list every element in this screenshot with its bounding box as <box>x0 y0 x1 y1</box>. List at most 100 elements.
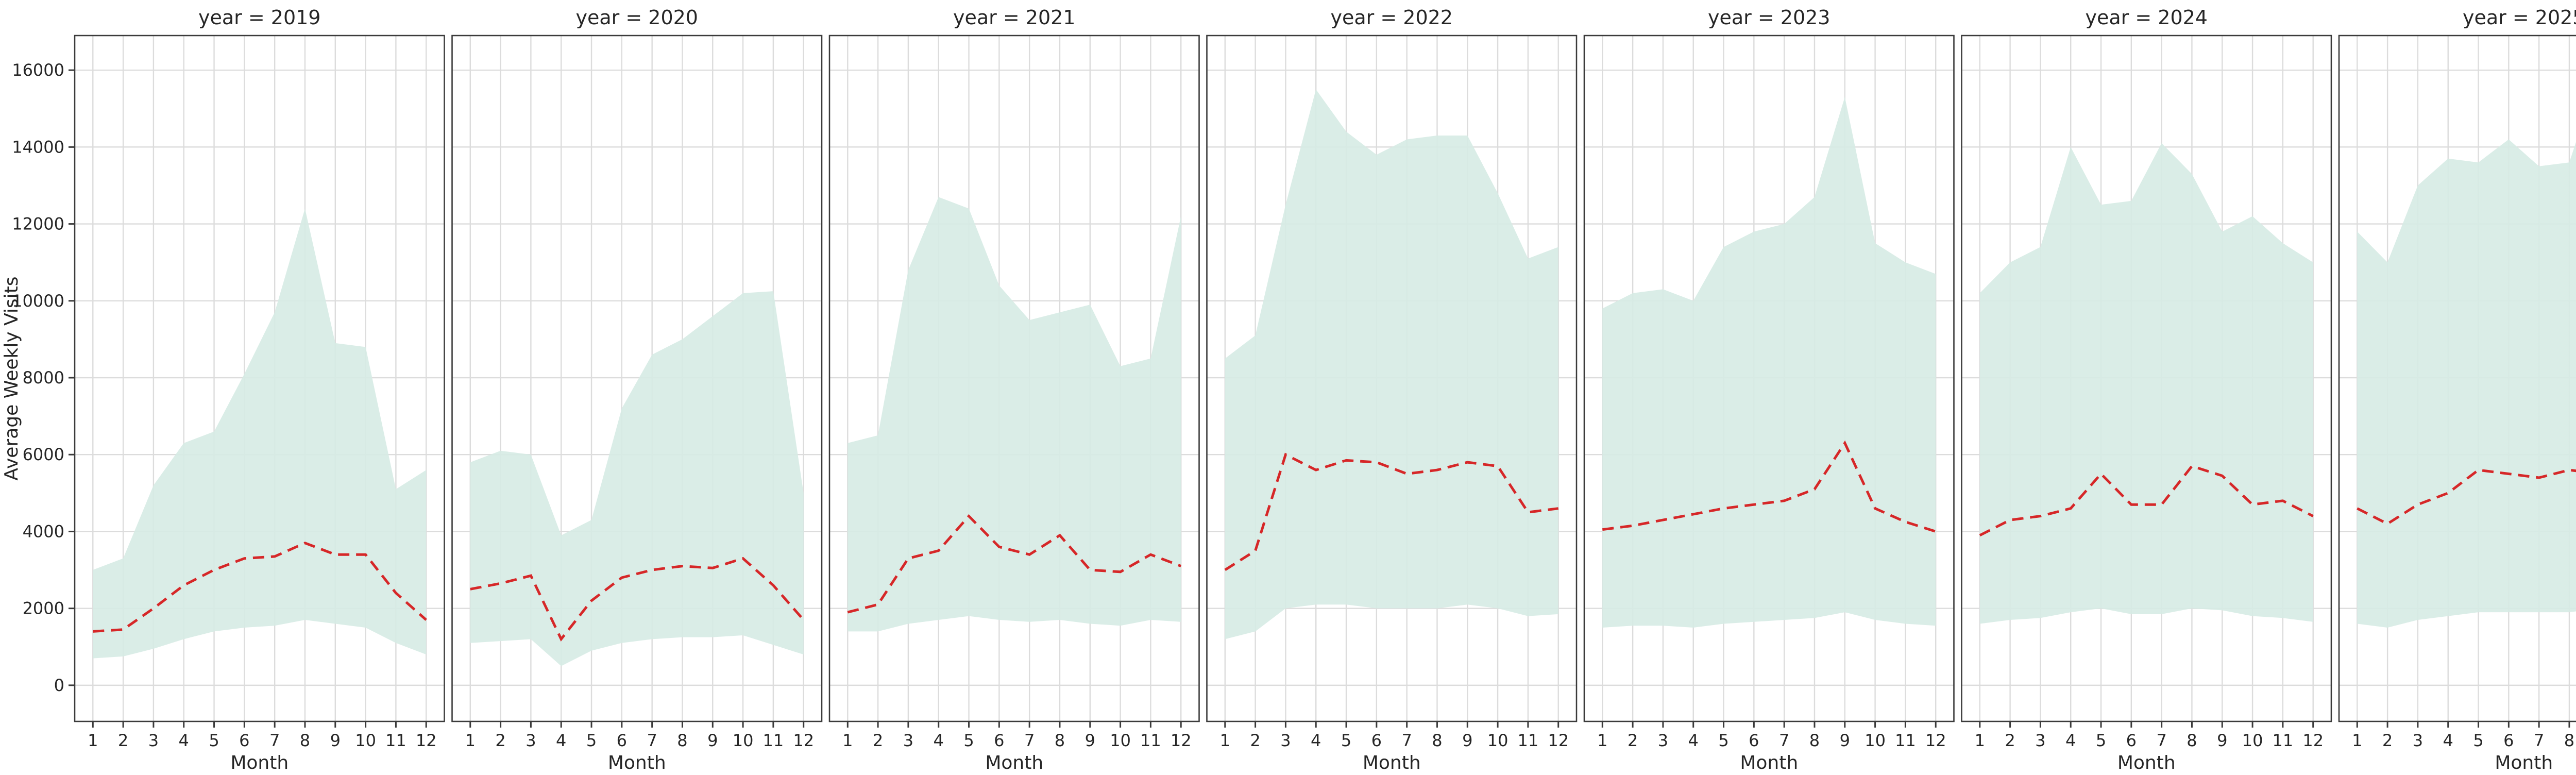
y-tick-label: 10000 <box>12 291 64 311</box>
x-axis-label: Month <box>2117 752 2176 773</box>
x-tick-label: 2 <box>2382 731 2393 750</box>
x-tick-label: 5 <box>1718 731 1728 750</box>
y-tick-label: 6000 <box>23 445 64 464</box>
x-tick-label: 1 <box>1975 731 1985 750</box>
x-tick-label: 2 <box>1628 731 1638 750</box>
x-axis-label: Month <box>608 752 666 773</box>
facet-title: year = 2019 <box>198 6 320 29</box>
facet-2025: year = 2025123456789101112Month <box>2338 6 2576 773</box>
y-tick-label: 12000 <box>12 214 64 234</box>
percentile-band <box>1602 97 1936 628</box>
x-tick-label: 3 <box>148 731 159 750</box>
x-tick-label: 8 <box>2564 731 2574 750</box>
x-tick-label: 1 <box>88 731 98 750</box>
x-tick-label: 10 <box>1110 731 1131 750</box>
panel-border <box>2338 35 2576 722</box>
x-axis-label: Month <box>1363 752 1421 773</box>
x-tick-label: 3 <box>1280 731 1291 750</box>
x-tick-label: 3 <box>2413 731 2423 750</box>
x-tick-label: 10 <box>355 731 376 750</box>
x-tick-label: 11 <box>1518 731 1539 750</box>
x-tick-label: 1 <box>2352 731 2362 750</box>
x-tick-label: 7 <box>1779 731 1789 750</box>
facet-title: year = 2022 <box>1331 6 1453 29</box>
x-tick-label: 3 <box>2035 731 2045 750</box>
x-tick-label: 9 <box>1462 731 1472 750</box>
x-tick-label: 2 <box>873 731 883 750</box>
x-tick-label: 11 <box>763 731 784 750</box>
x-tick-label: 7 <box>1401 731 1412 750</box>
x-tick-label: 8 <box>1055 731 1065 750</box>
x-tick-label: 1 <box>465 731 476 750</box>
x-tick-label: 4 <box>934 731 944 750</box>
x-tick-label: 5 <box>586 731 597 750</box>
facet-title: year = 2020 <box>576 6 698 29</box>
x-tick-label: 4 <box>179 731 189 750</box>
x-tick-label: 11 <box>1895 731 1916 750</box>
x-tick-label: 10 <box>2242 731 2263 750</box>
x-tick-label: 1 <box>1220 731 1230 750</box>
x-tick-label: 7 <box>647 731 657 750</box>
x-tick-label: 10 <box>1487 731 1509 750</box>
x-tick-label: 8 <box>1432 731 1442 750</box>
y-tick-label: 14000 <box>12 137 64 157</box>
percentile-band <box>93 208 427 659</box>
x-tick-label: 7 <box>1024 731 1035 750</box>
x-tick-label: 9 <box>1840 731 1850 750</box>
x-tick-label: 12 <box>793 731 814 750</box>
x-tick-label: 11 <box>1140 731 1161 750</box>
x-tick-label: 8 <box>1809 731 1820 750</box>
x-tick-label: 11 <box>385 731 406 750</box>
x-tick-label: 12 <box>1171 731 1192 750</box>
median-line <box>1602 440 1936 533</box>
facet-title: year = 2021 <box>953 6 1075 29</box>
x-tick-label: 8 <box>2187 731 2197 750</box>
x-tick-label: 9 <box>2217 731 2227 750</box>
median-line <box>847 514 1182 614</box>
x-tick-label: 1 <box>842 731 853 750</box>
x-tick-label: 4 <box>556 731 566 750</box>
percentile-band <box>470 291 804 666</box>
median-line <box>2357 468 2576 526</box>
median-line <box>1224 452 1559 571</box>
x-tick-label: 4 <box>1311 731 1321 750</box>
percentile-band <box>1979 143 2313 624</box>
x-tick-label: 10 <box>1865 731 1886 750</box>
x-tick-label: 2 <box>495 731 505 750</box>
x-axis-label: Month <box>1740 752 1798 773</box>
panel-border <box>828 35 1200 722</box>
x-tick-label: 9 <box>707 731 718 750</box>
panel-border <box>1206 35 1578 722</box>
x-tick-label: 5 <box>1341 731 1351 750</box>
y-tick-label: 16000 <box>12 60 64 80</box>
x-tick-label: 10 <box>733 731 754 750</box>
x-tick-label: 12 <box>416 731 437 750</box>
y-tick-label: 0 <box>54 676 64 695</box>
median-line <box>93 542 427 633</box>
x-tick-label: 4 <box>2065 731 2076 750</box>
x-tick-label: 8 <box>677 731 687 750</box>
facet-title: year = 2025 <box>2463 6 2576 29</box>
x-tick-label: 3 <box>526 731 536 750</box>
panel-border <box>451 35 823 722</box>
x-tick-label: 6 <box>617 731 627 750</box>
x-tick-label: 2 <box>2005 731 2015 750</box>
x-tick-label: 6 <box>1371 731 1382 750</box>
x-axis-label: Month <box>230 752 289 773</box>
x-tick-label: 3 <box>903 731 913 750</box>
x-tick-label: 12 <box>1548 731 1569 750</box>
y-tick-label: 8000 <box>23 368 64 388</box>
percentile-band <box>2357 139 2576 628</box>
y-axis-label: Average Weekly Visits <box>1 276 22 480</box>
y-tick-label: 4000 <box>23 521 64 541</box>
x-tick-label: 4 <box>1688 731 1699 750</box>
facet-title: year = 2023 <box>1708 6 1830 29</box>
x-tick-label: 7 <box>269 731 280 750</box>
